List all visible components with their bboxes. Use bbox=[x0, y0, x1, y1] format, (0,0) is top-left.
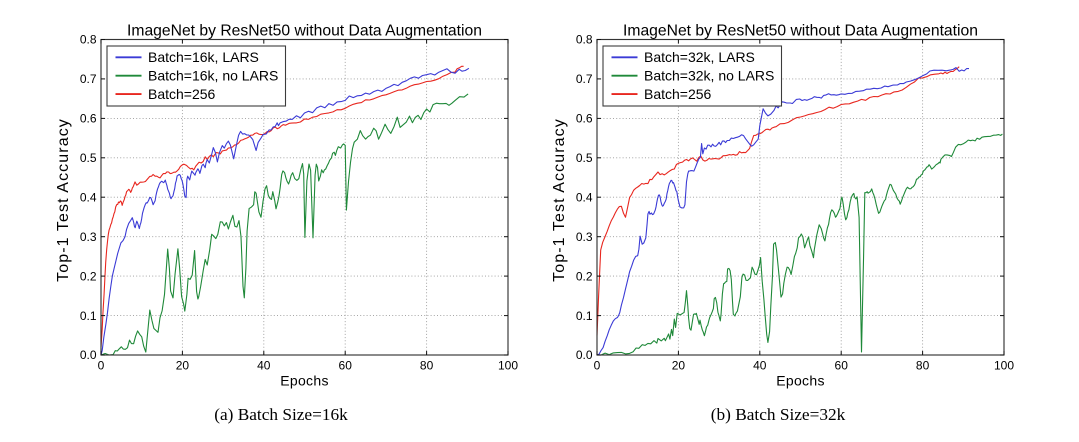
svg-text:60: 60 bbox=[835, 359, 849, 373]
svg-text:60: 60 bbox=[339, 359, 353, 373]
svg-text:0.2: 0.2 bbox=[576, 269, 593, 283]
svg-text:0.8: 0.8 bbox=[80, 33, 97, 47]
svg-text:100: 100 bbox=[498, 359, 518, 373]
svg-text:100: 100 bbox=[994, 359, 1014, 373]
svg-text:0.7: 0.7 bbox=[576, 72, 593, 86]
svg-text:0.5: 0.5 bbox=[576, 151, 593, 165]
svg-text:0.3: 0.3 bbox=[80, 230, 97, 244]
svg-text:0.7: 0.7 bbox=[80, 72, 97, 86]
svg-text:0.2: 0.2 bbox=[80, 269, 97, 283]
svg-text:Top-1 Test Accuracy: Top-1 Test Accuracy bbox=[551, 118, 568, 282]
svg-text:0.6: 0.6 bbox=[80, 112, 97, 126]
svg-text:Epochs: Epochs bbox=[776, 373, 825, 389]
svg-text:ImageNet by ResNet50 without D: ImageNet by ResNet50 without Data Augmen… bbox=[623, 23, 978, 40]
svg-text:80: 80 bbox=[916, 359, 930, 373]
svg-text:40: 40 bbox=[753, 359, 767, 373]
svg-text:Batch=256: Batch=256 bbox=[148, 86, 216, 102]
svg-text:Batch=16k, LARS: Batch=16k, LARS bbox=[148, 49, 259, 65]
svg-text:ImageNet by ResNet50 without D: ImageNet by ResNet50 without Data Augmen… bbox=[127, 23, 482, 40]
svg-text:20: 20 bbox=[672, 359, 686, 373]
svg-text:0.8: 0.8 bbox=[576, 33, 593, 47]
svg-text:0.0: 0.0 bbox=[576, 348, 593, 362]
svg-text:(b) Batch Size=32k: (b) Batch Size=32k bbox=[711, 405, 846, 424]
svg-text:Batch=32k, LARS: Batch=32k, LARS bbox=[644, 49, 755, 65]
svg-text:Epochs: Epochs bbox=[280, 373, 329, 389]
svg-text:80: 80 bbox=[420, 359, 434, 373]
svg-text:0.4: 0.4 bbox=[80, 190, 97, 204]
svg-text:0.4: 0.4 bbox=[576, 190, 593, 204]
svg-text:Batch=16k, no LARS: Batch=16k, no LARS bbox=[148, 68, 278, 84]
svg-text:20: 20 bbox=[176, 359, 190, 373]
svg-text:40: 40 bbox=[257, 359, 271, 373]
svg-text:Top-1 Test Accuracy: Top-1 Test Accuracy bbox=[55, 118, 72, 282]
svg-text:0.0: 0.0 bbox=[80, 348, 97, 362]
svg-text:0.6: 0.6 bbox=[576, 112, 593, 126]
svg-text:0.5: 0.5 bbox=[80, 151, 97, 165]
svg-text:0: 0 bbox=[594, 359, 601, 373]
svg-text:(a) Batch Size=16k: (a) Batch Size=16k bbox=[214, 405, 348, 424]
svg-text:0.1: 0.1 bbox=[576, 309, 593, 323]
svg-text:Batch=256: Batch=256 bbox=[644, 86, 712, 102]
svg-text:0.3: 0.3 bbox=[576, 230, 593, 244]
svg-text:Batch=32k, no LARS: Batch=32k, no LARS bbox=[644, 68, 774, 84]
svg-text:0: 0 bbox=[98, 359, 105, 373]
svg-text:0.1: 0.1 bbox=[80, 309, 97, 323]
